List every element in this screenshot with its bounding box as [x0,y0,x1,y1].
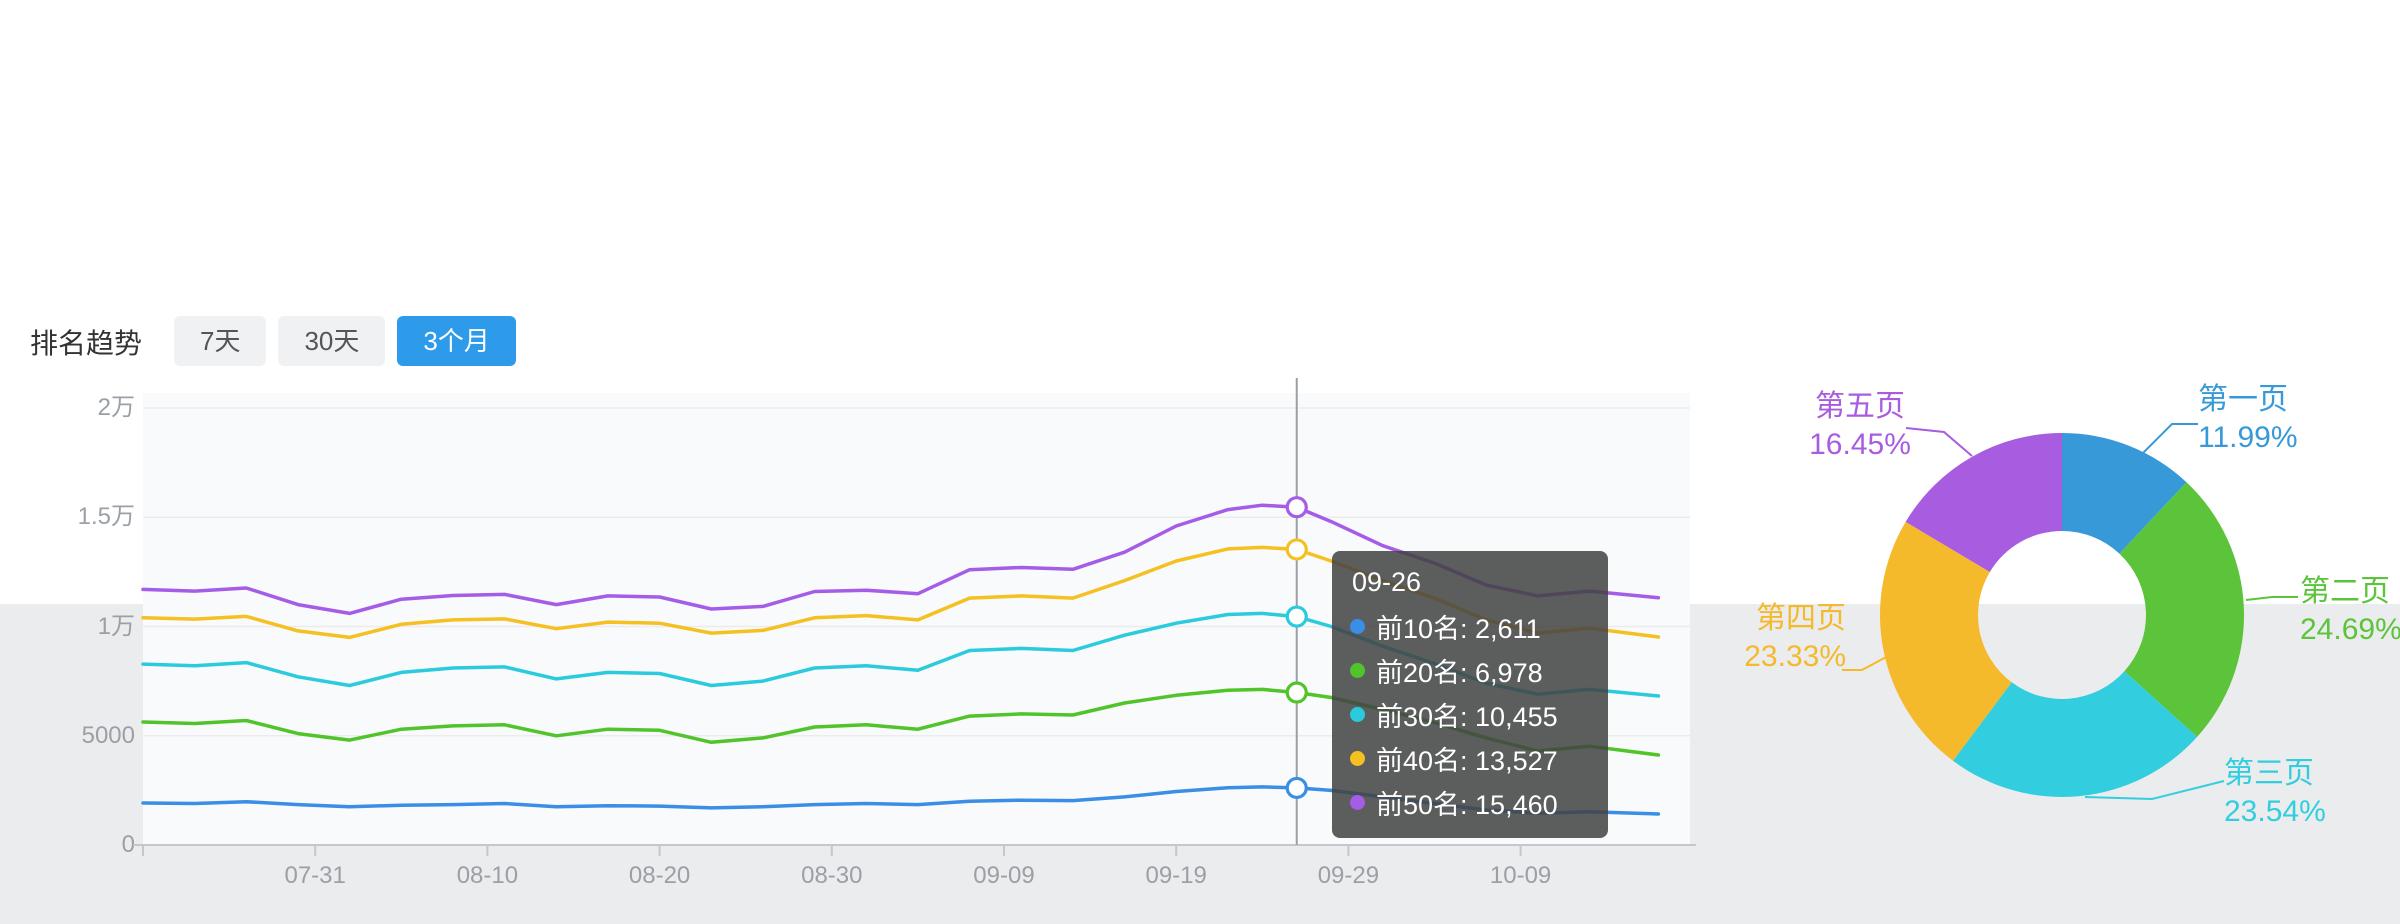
series-dot-icon [1350,794,1365,810]
x-axis-label: 09-19 [1145,862,1207,889]
y-axis-label: 2万 [97,394,135,421]
tooltip-row: 前40名: 13,527 [1350,736,1590,780]
trend-range-tabs: 7天 30天 3个月 [174,316,516,366]
y-axis-label: 1万 [97,612,135,640]
donut-label-第四页: 第四页 23.33% [1700,600,1846,676]
series-dot-icon [1350,750,1365,766]
hover-marker [1285,681,1308,704]
tab-7天[interactable]: 7天 [174,316,267,366]
trend-panel [0,0,2400,604]
donut-label-pct: 23.33% [1744,640,1846,673]
donut-label-name: 第三页 [2224,757,2314,790]
tooltip-value: 前10名: 2,611 [1376,613,1541,644]
hover-marker [1285,605,1308,628]
tab-30天[interactable]: 30天 [278,316,386,366]
tooltip-row: 前50名: 15,460 [1350,780,1590,824]
tooltip-row: 前30名: 10,455 [1350,692,1590,736]
x-axis-label: 08-10 [456,862,519,889]
donut-slice-第三页[interactable] [1952,671,2198,797]
donut-label-第二页: 第二页 24.69% [2300,573,2400,649]
x-axis-label: 07-31 [284,862,346,889]
donut-label-pct: 16.45% [1809,428,1911,461]
chart-tooltip: 09-26 前10名: 2,611 前20名: 6,978 前30名: 10,455… [1332,551,1608,838]
x-axis-label: 10-09 [1489,862,1552,889]
series-dot-icon [1350,662,1365,678]
tooltip-row: 前10名: 2,611 [1350,604,1590,648]
trend-section-title: 排名趋势 [30,328,143,359]
donut-label-第一页: 第一页 11.99% [2198,381,2368,457]
x-axis-label: 08-30 [801,862,863,889]
donut-label-name: 第四页 [1756,602,1846,635]
x-axis-label: 08-20 [628,862,691,889]
donut-label-name: 第一页 [2198,383,2288,416]
x-axis-label: 09-29 [1317,862,1380,889]
y-axis-label: 1.5万 [77,503,135,531]
tooltip-value: 前30名: 10,455 [1376,701,1558,732]
tab-3个月[interactable]: 3个月 [397,316,516,366]
donut-label-第五页: 第五页 16.45% [1792,388,1928,464]
tooltip-row: 前20名: 6,978 [1350,648,1590,692]
x-axis-label: 09-09 [973,862,1035,889]
tooltip-value: 前20名: 6,978 [1376,657,1543,688]
series-dot-icon [1350,618,1365,634]
donut-label-第三页: 第三页 23.54% [2224,755,2394,831]
donut-label-pct: 23.54% [2224,795,2326,828]
donut-label-pct: 24.69% [2300,613,2400,646]
series-dot-icon [1350,706,1365,722]
donut-label-pct: 11.99% [2198,421,2298,454]
hover-marker [1285,776,1308,800]
y-axis-label: 0 [121,831,135,858]
tooltip-value: 前50名: 15,460 [1376,789,1558,820]
donut-label-name: 第五页 [1815,390,1905,423]
donut-label-name: 第二页 [2300,575,2390,608]
tooltip-value: 前40名: 13,527 [1376,745,1558,776]
tooltip-date: 09-26 [1352,567,1422,597]
y-axis-label: 5000 [81,721,135,749]
